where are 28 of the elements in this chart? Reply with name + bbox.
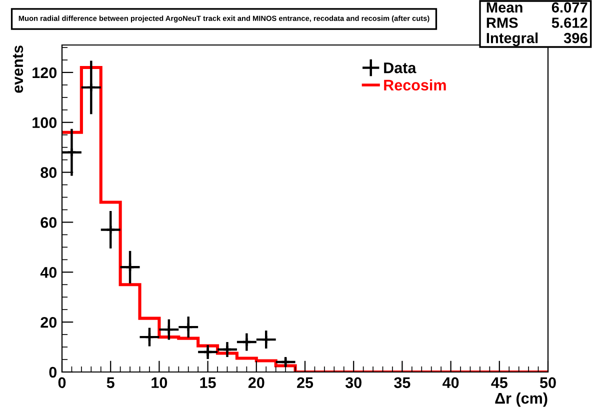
x-tick-label: 35 bbox=[394, 377, 410, 388]
x-tick-label: 30 bbox=[345, 377, 362, 388]
y-tick-label: 80 bbox=[40, 167, 57, 178]
x-axis-title: Δr (cm) bbox=[495, 392, 548, 407]
y-tick-label: 120 bbox=[32, 67, 57, 78]
x-tick-label: 45 bbox=[491, 377, 508, 388]
x-tick-label: 20 bbox=[248, 377, 264, 388]
y-tick-label: 0 bbox=[49, 366, 57, 378]
text: RMS bbox=[486, 18, 518, 28]
text: 5.612 bbox=[552, 18, 588, 28]
text: 6.077 bbox=[552, 2, 588, 13]
text: Mean bbox=[486, 2, 522, 13]
x-tick-label: 5 bbox=[106, 377, 114, 388]
x-tick-label: 10 bbox=[152, 377, 168, 388]
text: 396 bbox=[564, 32, 588, 44]
annotation: Integral bbox=[486, 32, 538, 46]
y-tick-label: 100 bbox=[32, 117, 57, 128]
y-axis-title: events bbox=[12, 46, 24, 93]
y-tick-label: 60 bbox=[40, 217, 57, 228]
x-tick-label: 15 bbox=[200, 377, 216, 388]
x-tick-label: 25 bbox=[297, 377, 314, 388]
x-tick-label: 50 bbox=[540, 377, 556, 388]
y-tick-label: 40 bbox=[40, 267, 57, 278]
legend-label: Recosim bbox=[384, 79, 446, 91]
legend-label: Data bbox=[384, 62, 416, 74]
x-tick-label: 40 bbox=[442, 377, 459, 388]
x-tick-label: 0 bbox=[58, 377, 66, 388]
y-tick-label: 20 bbox=[40, 316, 57, 328]
